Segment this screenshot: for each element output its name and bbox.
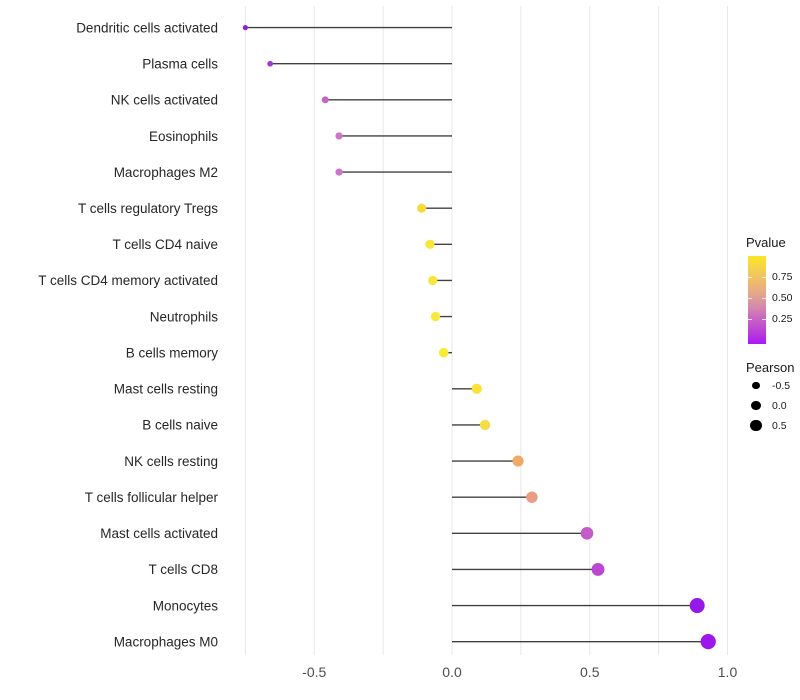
dot-13 [526, 491, 538, 503]
y-axis-label-7: T cells CD4 memory activated [38, 273, 218, 288]
dot-4 [335, 168, 343, 176]
dot-16 [689, 598, 705, 614]
pvalue-colorbar-gradient [748, 256, 766, 344]
y-axis-label-2: NK cells activated [111, 93, 218, 108]
x-axis-tick-label-1.0: 1.0 [718, 664, 738, 680]
dot-15 [591, 562, 605, 576]
pvalue-legend: Pvalue 0.75 0.50 0.25 [746, 235, 800, 346]
pearson-legend-dot [750, 419, 762, 432]
pearson-legend-item: 0.0 [746, 396, 794, 415]
y-axis-label-12: NK cells resting [124, 454, 218, 469]
x-axis-tick-label--0.5: -0.5 [302, 664, 326, 680]
dot-0 [242, 25, 248, 31]
dot-3 [335, 132, 343, 140]
y-axis-label-13: T cells follicular helper [85, 490, 219, 505]
y-axis-label-16: Monocytes [153, 598, 219, 613]
dot-5 [417, 203, 427, 213]
dot-10 [471, 383, 482, 394]
pearson-legend-dot [752, 381, 760, 390]
y-axis-label-0: Dendritic cells activated [76, 20, 218, 35]
colorbar-tick-mark [762, 298, 766, 300]
dot-2 [321, 96, 329, 104]
dot-9 [438, 347, 449, 358]
dot-11 [479, 419, 491, 431]
y-axis-label-11: B cells naive [142, 418, 218, 433]
pearson-legend-dot [751, 400, 761, 411]
dot-7 [428, 275, 438, 286]
x-axis-tick-label-0.5: 0.5 [580, 664, 600, 680]
pvalue-colorbar-wrap: 0.75 0.50 0.25 [746, 256, 800, 346]
dot-1 [267, 60, 274, 67]
y-axis-label-15: T cells CD8 [148, 562, 218, 577]
colorbar-tick-label: 0.50 [772, 292, 793, 305]
y-axis-label-10: Mast cells resting [114, 382, 218, 397]
dot-8 [430, 311, 441, 322]
y-axis-label-1: Plasma cells [142, 57, 218, 72]
colorbar-tick-mark [762, 319, 766, 321]
colorbar-tick-mark [762, 277, 766, 279]
y-axis-label-5: T cells regulatory Tregs [78, 201, 218, 216]
dot-14 [580, 526, 594, 540]
pearson-legend-label: -0.5 [772, 379, 791, 392]
pearson-legend-label: 0.5 [772, 419, 787, 432]
pearson-legend-label: 0.0 [772, 399, 787, 412]
pearson-legend-dot-cell [746, 381, 766, 390]
y-axis-label-4: Macrophages M2 [114, 165, 218, 180]
pearson-legend-item: 0.5 [746, 416, 794, 435]
y-axis-label-6: T cells CD4 naive [112, 237, 218, 252]
pearson-legend-item: -0.5 [746, 376, 794, 395]
y-axis-label-17: Macrophages M0 [114, 634, 218, 649]
pearson-legend: Pearson -0.5 0.0 0.5 [746, 360, 794, 435]
colorbar-tick-mark [748, 319, 752, 321]
pearson-legend-title: Pearson [746, 360, 795, 375]
pearson-legend-dot-cell [746, 419, 766, 432]
y-axis-label-8: Neutrophils [150, 309, 219, 324]
dot-12 [512, 455, 524, 467]
y-axis-label-9: B cells memory [126, 345, 219, 360]
colorbar-tick-mark [748, 277, 752, 279]
dot-6 [425, 239, 435, 249]
colorbar-tick-label: 0.75 [772, 271, 793, 284]
y-axis-label-14: Mast cells activated [100, 526, 218, 541]
pvalue-legend-title: Pvalue [746, 235, 786, 250]
dot-17 [700, 634, 716, 650]
colorbar-tick-label: 0.25 [772, 313, 793, 326]
x-axis-tick-label-0.0: 0.0 [442, 664, 462, 680]
colorbar-tick-mark [748, 298, 752, 300]
pearson-legend-dot-cell [746, 400, 766, 411]
y-axis-label-3: Eosinophils [149, 129, 218, 144]
